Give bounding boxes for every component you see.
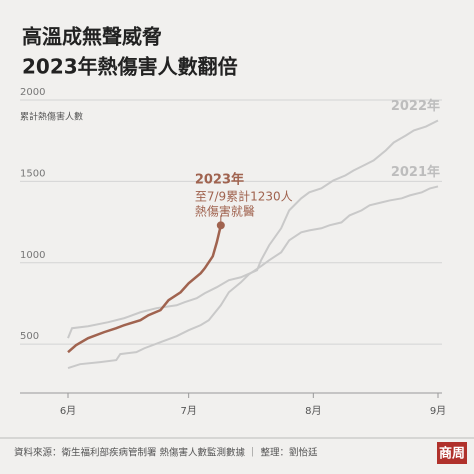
y-tick-label: 1500: [20, 168, 45, 179]
chart-title: 高溫成無聲威脅: [22, 25, 162, 49]
series-line: [67, 225, 223, 354]
logo-box: [437, 442, 467, 464]
series-line: [67, 185, 439, 370]
series-label: 2021年: [391, 164, 440, 180]
chart-title: 2023年熱傷害人數翻倍: [22, 55, 238, 79]
logo: 商周: [439, 446, 465, 462]
series-line: [67, 119, 439, 339]
x-tick-label: 7月: [180, 405, 196, 417]
x-tick-label: 6月: [60, 405, 76, 417]
annotation: 至7/9累計1230人: [195, 189, 293, 204]
source: 資料來源：衛生福利部疾病管制署 熱傷害人數監測數據 ｜ 整理：劉怡廷: [14, 447, 318, 459]
x-tick-label: 8月: [305, 405, 321, 417]
x-tick-label: 9月: [430, 405, 446, 417]
y-axis-label: 累計熱傷害人數: [20, 111, 83, 123]
annotation: 熱傷害就醫: [195, 204, 255, 219]
series-label: 2023年: [195, 172, 244, 188]
y-tick-label: 500: [20, 331, 39, 342]
y-tick-label: 2000: [20, 87, 45, 98]
series-label: 2022年: [391, 98, 440, 114]
y-tick-label: 1000: [20, 250, 45, 261]
